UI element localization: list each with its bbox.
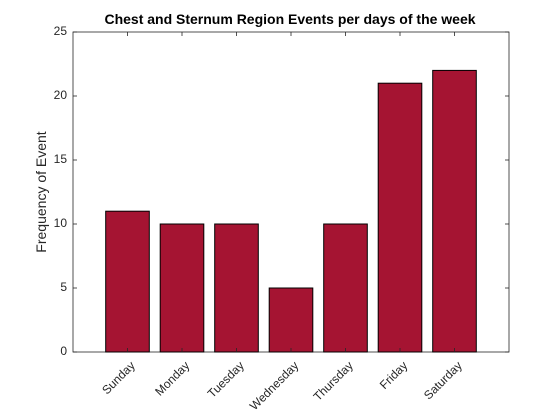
y-tick-label: 5 xyxy=(60,280,67,294)
chart-title: Chest and Sternum Region Events per days… xyxy=(104,11,475,27)
y-tick-label: 10 xyxy=(54,216,68,230)
y-tick-label: 20 xyxy=(54,88,68,102)
bar-monday xyxy=(159,223,205,353)
y-tick-label: 0 xyxy=(60,344,67,358)
bar-tuesday xyxy=(214,223,259,353)
y-tick-label: 15 xyxy=(54,152,68,166)
bars-group xyxy=(105,69,477,353)
y-axis-ticks: 0 5 10 15 20 25 xyxy=(54,24,509,358)
y-axis-label: Frequency of Event xyxy=(33,131,49,253)
bar-thursday xyxy=(323,223,368,353)
bar-sunday xyxy=(105,210,150,353)
bar-saturday xyxy=(432,69,477,353)
bar-friday xyxy=(377,82,423,353)
bar-wednesday xyxy=(268,287,314,353)
y-tick-label: 25 xyxy=(54,24,68,38)
